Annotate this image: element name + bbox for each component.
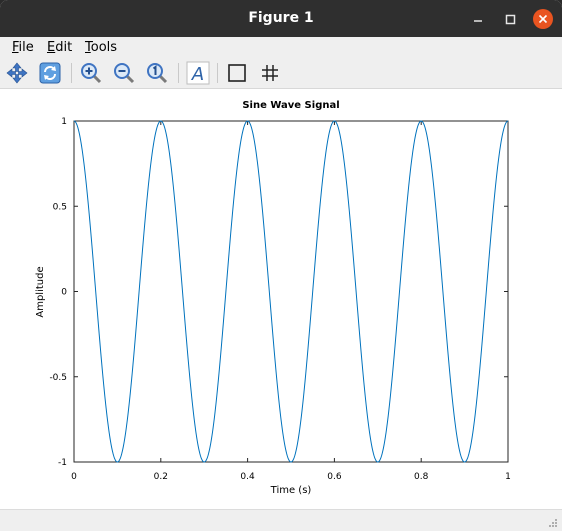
menu-bar: File Edit Tools	[0, 37, 562, 58]
window-title: Figure 1	[248, 10, 314, 26]
pan-arrows-icon	[6, 62, 28, 84]
minimize-button[interactable]	[466, 7, 490, 31]
x-tick-label: 0.6	[327, 472, 342, 482]
y-tick-label: 0.5	[53, 202, 67, 212]
toolbar-separator	[71, 63, 72, 83]
pan-button[interactable]	[5, 61, 29, 85]
toolbar-separator	[178, 63, 179, 83]
y-tick-label: -1	[58, 458, 67, 468]
maximize-icon	[505, 14, 516, 25]
x-tick-label: 1	[505, 472, 511, 482]
menu-file[interactable]: File	[12, 40, 34, 55]
title-bar[interactable]: Figure 1	[0, 0, 562, 37]
y-axis-label: Amplitude	[35, 266, 46, 317]
sine-wave-chart[interactable]: Sine Wave Signal 0 0.2 0.4 0.6 0.8 1 1 0.5 0 -0.5…	[0, 89, 562, 509]
zoom-out-icon	[114, 63, 135, 84]
plot-axes-box[interactable]	[73, 120, 509, 463]
chart-title: Sine Wave Signal	[242, 100, 339, 111]
resize-grip-icon[interactable]	[548, 518, 558, 528]
y-tick-label: -0.5	[49, 373, 67, 383]
minimize-icon	[474, 20, 482, 22]
text-A-icon: A	[186, 61, 210, 85]
toggle-grid-button[interactable]	[258, 61, 282, 85]
box-icon	[228, 64, 246, 82]
x-axis-label: Time (s)	[270, 485, 312, 496]
x-tick-label: 0.8	[414, 472, 429, 482]
axis-ticks: 0 0.2 0.4 0.6 0.8 1 1 0.5 0 -0.5 -1	[49, 117, 510, 482]
x-tick-label: 0.2	[154, 472, 168, 482]
close-icon	[533, 9, 553, 29]
zoom-in-button[interactable]	[79, 61, 103, 85]
close-button[interactable]	[531, 7, 555, 31]
grid-icon	[262, 65, 278, 81]
zoom-out-button[interactable]	[112, 61, 136, 85]
maximize-button[interactable]	[498, 7, 522, 31]
zoom-reset-icon	[147, 63, 168, 84]
figure-canvas[interactable]: Sine Wave Signal 0 0.2 0.4 0.6 0.8 1 1 0.5 0 -0.5…	[0, 89, 562, 509]
menu-edit[interactable]: Edit	[47, 40, 73, 55]
menu-tools[interactable]: Tools	[85, 40, 118, 55]
y-tick-label: 0	[61, 288, 67, 298]
toolbar-separator	[217, 63, 218, 83]
rotate-icon	[39, 62, 61, 84]
insert-text-button[interactable]: A	[186, 61, 210, 85]
svg-text:A: A	[191, 64, 204, 85]
figure-toolbar: A	[0, 58, 562, 89]
zoom-in-icon	[81, 63, 102, 84]
rotate-button[interactable]	[38, 61, 62, 85]
series-line-signal	[73, 120, 509, 463]
x-tick-label: 0.4	[240, 472, 255, 482]
x-tick-label: 0	[71, 472, 77, 482]
y-tick-label: 1	[61, 117, 67, 127]
status-bar	[0, 509, 562, 531]
zoom-reset-button[interactable]	[145, 61, 169, 85]
toggle-axes-box-button[interactable]	[225, 61, 249, 85]
